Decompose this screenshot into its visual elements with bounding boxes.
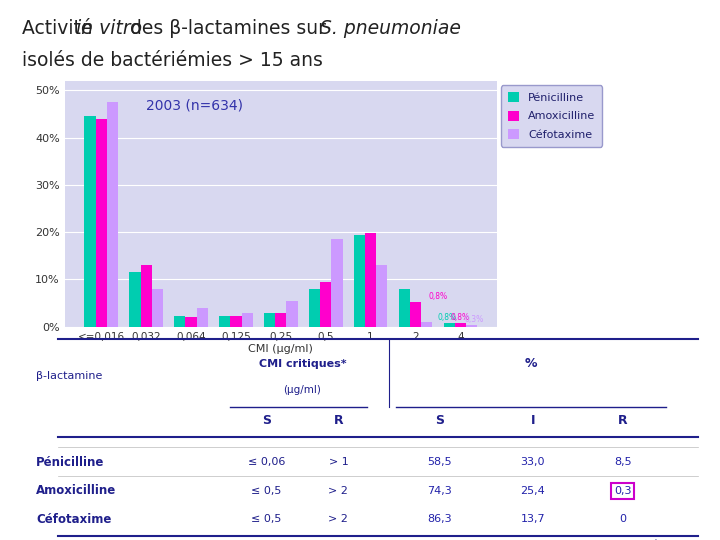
Text: > 1: > 1 [328, 457, 348, 467]
Text: Pénicilline: Pénicilline [36, 456, 104, 469]
Bar [241, 313, 253, 327]
Text: 25,4: 25,4 [521, 486, 545, 496]
Text: 0,3: 0,3 [614, 486, 631, 496]
Bar [376, 265, 387, 327]
Bar [287, 301, 297, 327]
Text: β-lactamine: β-lactamine [36, 371, 102, 381]
Text: S. pneumoniae: S. pneumoniae [320, 19, 462, 38]
Text: 0,8%: 0,8% [451, 313, 470, 321]
Bar [455, 323, 466, 327]
Bar [230, 316, 241, 327]
Bar [365, 233, 376, 327]
Text: 0,3%: 0,3% [464, 315, 483, 324]
Bar [275, 313, 287, 327]
Bar [174, 316, 186, 327]
Text: %: % [525, 357, 537, 370]
Text: 13,7: 13,7 [521, 515, 545, 524]
Legend: Pénicilline, Amoxicilline, Céfotaxime: Pénicilline, Amoxicilline, Céfotaxime [501, 85, 602, 147]
Bar [264, 313, 275, 327]
Text: > 2: > 2 [328, 486, 348, 496]
Text: (µg/ml): (µg/ml) [284, 385, 321, 395]
Bar [107, 102, 118, 327]
Text: des β-lactamines sur: des β-lactamines sur [124, 19, 332, 38]
Bar [197, 308, 208, 327]
Bar [140, 265, 152, 327]
Text: ≤ 0,5: ≤ 0,5 [251, 486, 282, 496]
Bar [96, 119, 107, 327]
Text: ≤ 0,06: ≤ 0,06 [248, 457, 285, 467]
Text: 2003 (n=634): 2003 (n=634) [146, 98, 243, 112]
Text: S: S [262, 415, 271, 428]
Text: S: S [435, 415, 444, 428]
Text: R: R [333, 415, 343, 428]
Text: CMI critiques*: CMI critiques* [258, 359, 346, 368]
Text: Activité: Activité [22, 19, 98, 38]
X-axis label: CMI (µg/ml): CMI (µg/ml) [248, 345, 313, 354]
Bar [309, 289, 320, 327]
Text: 0,8%: 0,8% [437, 313, 456, 321]
Text: Céfotaxime: Céfotaxime [36, 513, 112, 526]
Text: 0: 0 [619, 515, 626, 524]
Bar [421, 322, 432, 327]
Bar [130, 272, 140, 327]
Text: 74,3: 74,3 [427, 486, 451, 496]
Text: Amoxicilline: Amoxicilline [36, 484, 116, 497]
Bar [444, 323, 455, 327]
Bar [410, 302, 421, 327]
Bar [399, 289, 410, 327]
Text: ≤ 0,5: ≤ 0,5 [251, 515, 282, 524]
Bar [320, 282, 331, 327]
Bar [152, 289, 163, 327]
Text: 58,5: 58,5 [427, 457, 451, 467]
Text: R: R [618, 415, 628, 428]
Bar [219, 316, 230, 327]
Text: 86,3: 86,3 [427, 515, 451, 524]
Text: 0,8%: 0,8% [428, 292, 447, 301]
Bar [331, 239, 343, 327]
Bar [466, 325, 477, 327]
Bar [354, 234, 365, 327]
Text: isolés de bactériémies > 15 ans: isolés de bactériémies > 15 ans [22, 51, 323, 70]
Text: > 2: > 2 [328, 515, 348, 524]
Bar [186, 317, 197, 327]
Text: 8,5: 8,5 [614, 457, 631, 467]
Text: 33,0: 33,0 [521, 457, 545, 467]
Bar [84, 117, 96, 327]
Text: in vitro: in vitro [76, 19, 142, 38]
Text: I: I [531, 415, 535, 428]
